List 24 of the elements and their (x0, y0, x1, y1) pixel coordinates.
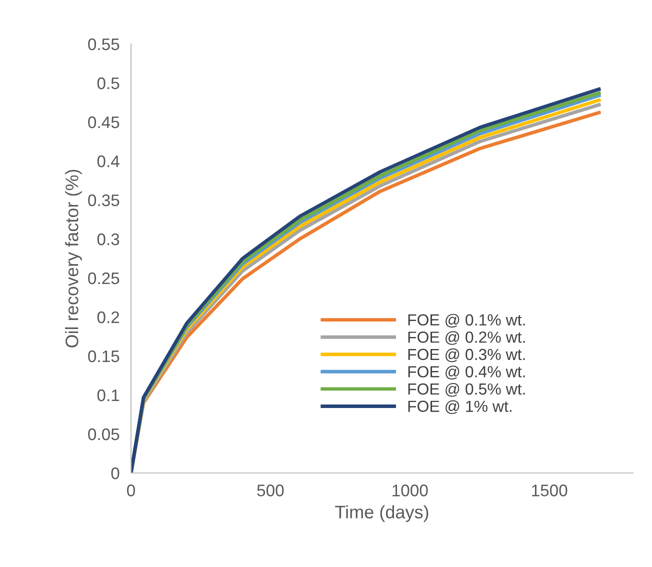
y-tick-label: 0.05 (88, 428, 120, 440)
x-tick-label: 1000 (392, 484, 428, 496)
x-axis-title: Time (days) (335, 505, 428, 522)
y-tick-label: 0.1 (97, 389, 120, 402)
y-tick-label: 0.45 (88, 116, 120, 128)
legend-label: FOE @ 0.2% wt. (408, 331, 525, 345)
legend-label: FOE @ 0.3% wt. (408, 348, 525, 362)
legend-label: FOE @ 1% wt. (408, 400, 512, 414)
y-tick-label: 0.25 (88, 272, 120, 284)
y-axis-title: Oil recovery factor (%) (65, 170, 82, 348)
y-tick-label: 0 (111, 467, 120, 480)
x-tick-label: 0 (127, 484, 135, 496)
x-tick-label: 500 (257, 484, 284, 496)
legend-label: FOE @ 0.1% wt. (408, 314, 525, 328)
legend-label: FOE @ 0.5% wt. (408, 382, 525, 397)
y-tick-label: 0.35 (88, 194, 120, 206)
y-tick-label: 0.3 (97, 233, 120, 246)
x-tick-label: 1500 (532, 484, 568, 496)
y-tick-label: 0.55 (88, 38, 120, 50)
y-tick-label: 0.4 (97, 155, 120, 168)
legend-label: FOE @ 0.4% wt. (408, 366, 525, 380)
y-tick-label: 0.5 (97, 77, 120, 90)
y-tick-label: 0.2 (97, 311, 120, 324)
y-tick-label: 0.15 (88, 350, 120, 362)
